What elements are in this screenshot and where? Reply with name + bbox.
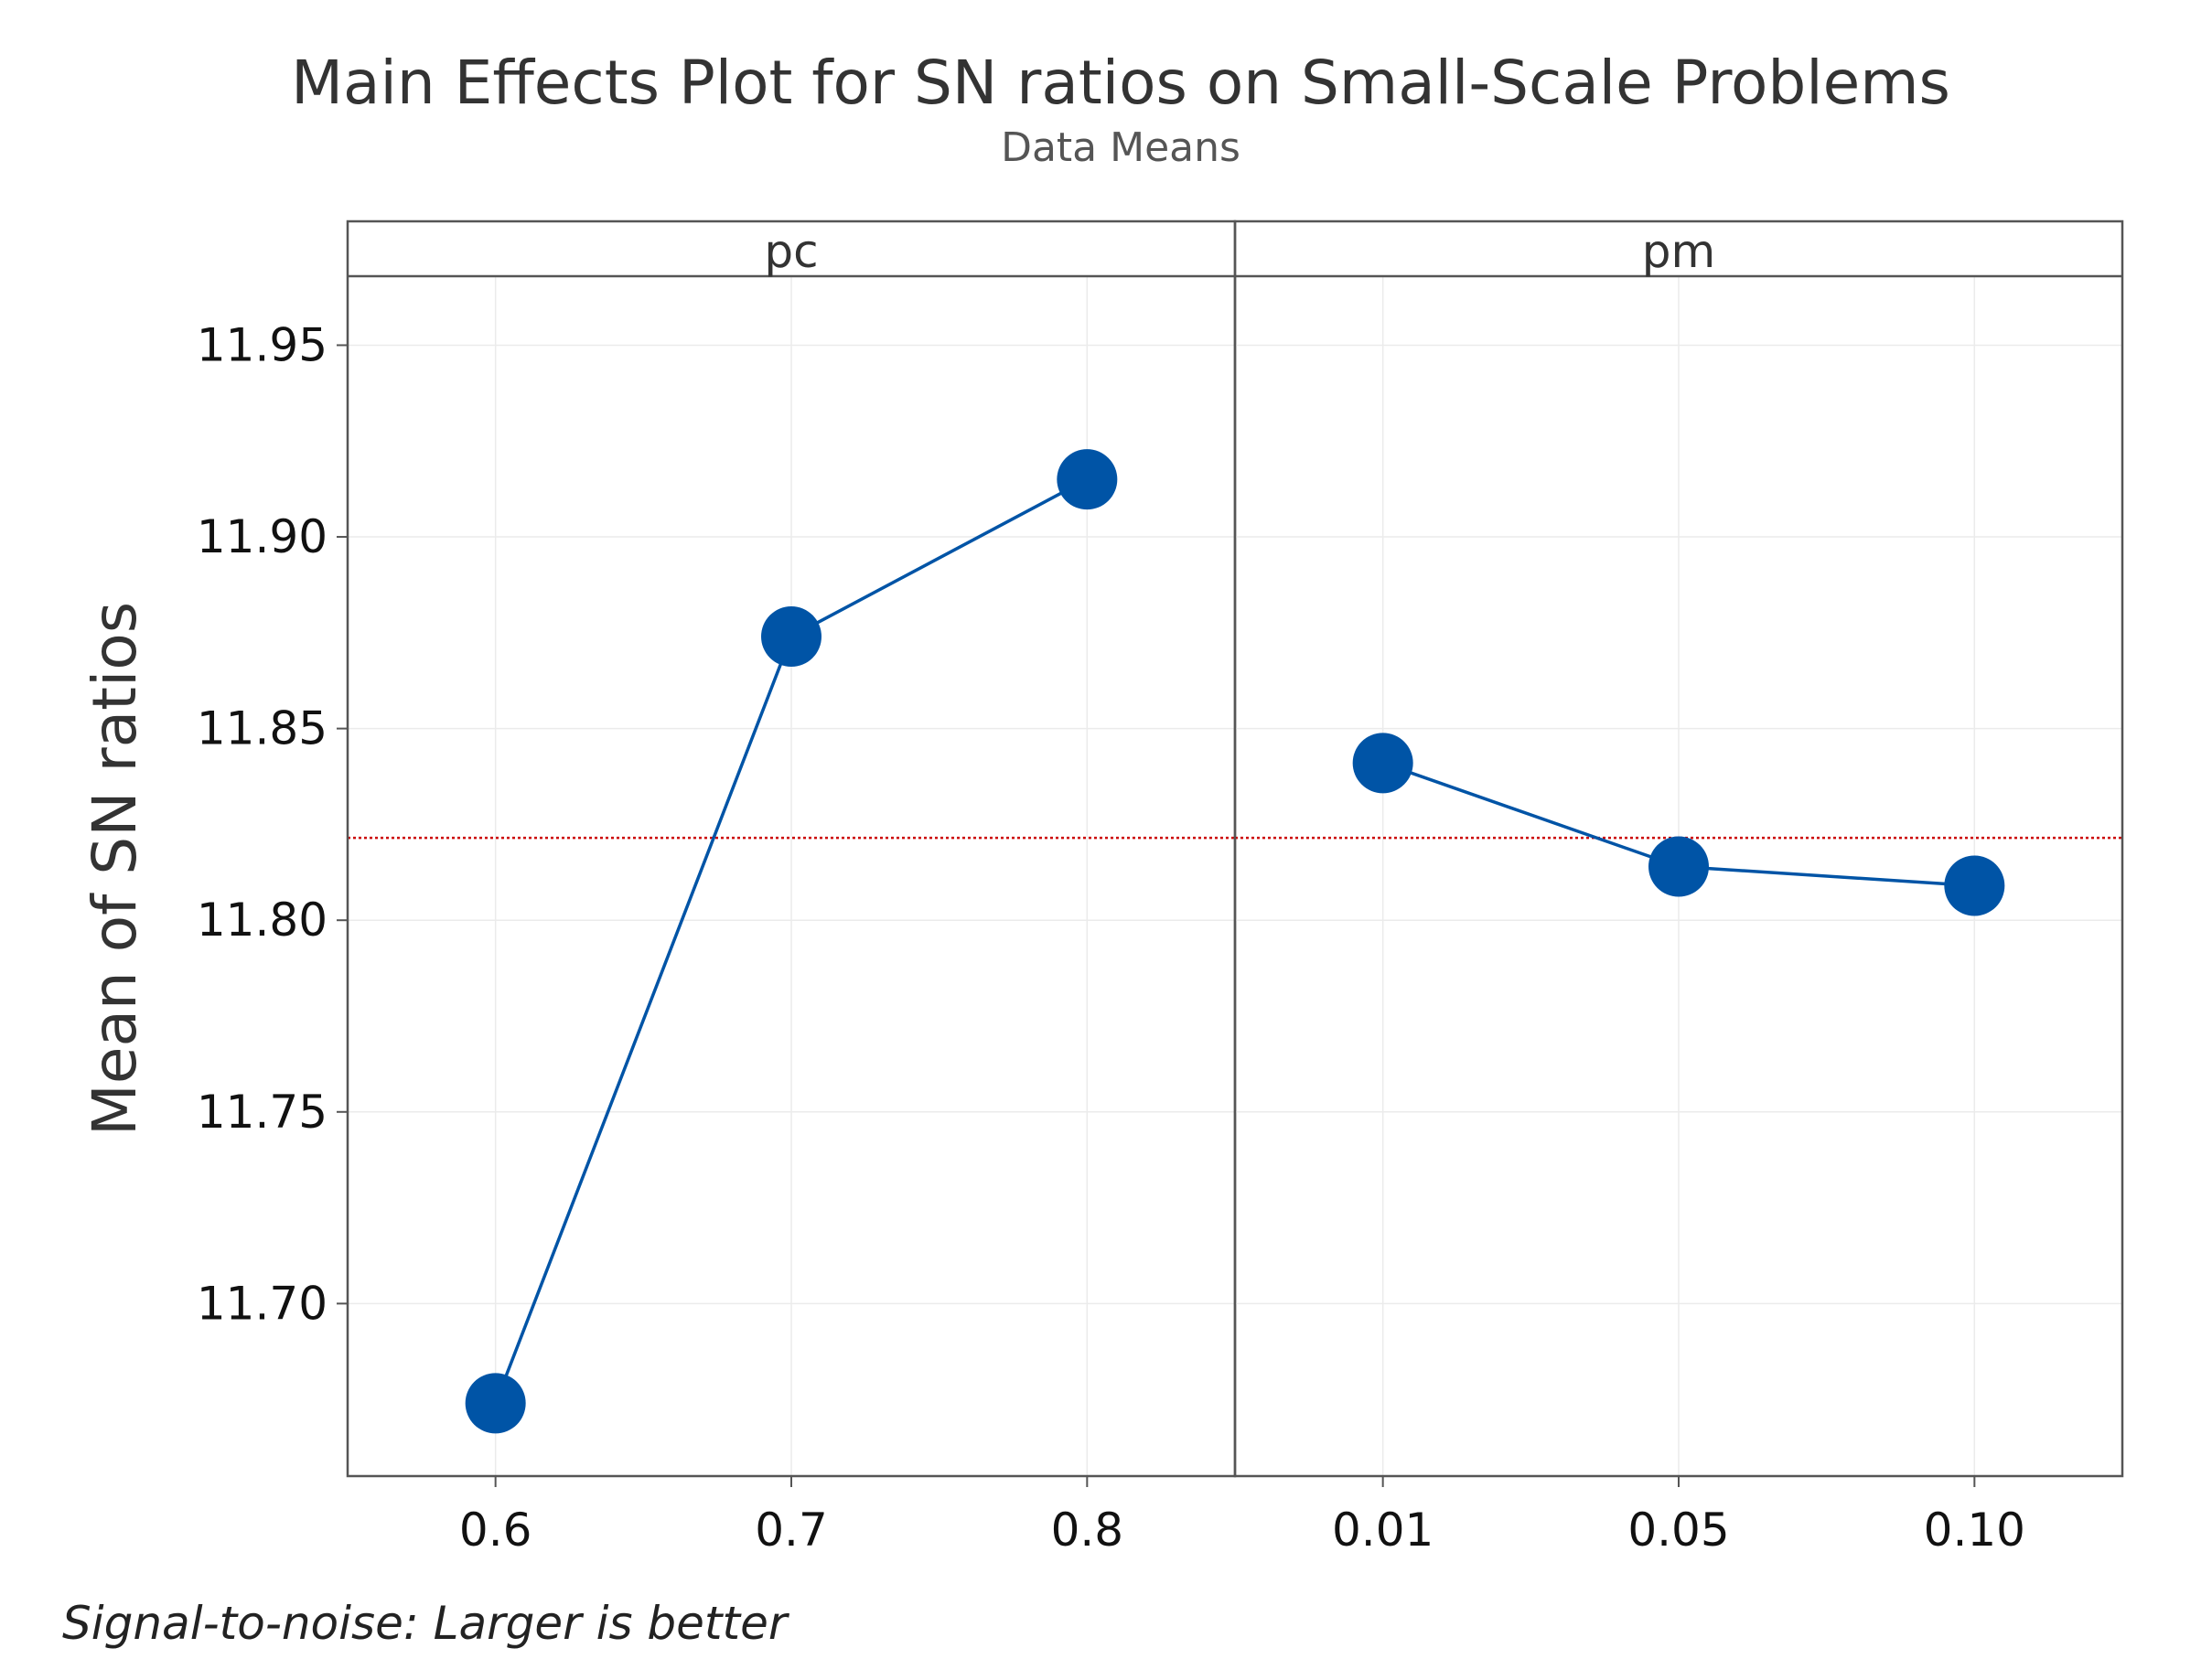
data-point-pc-0.7 bbox=[761, 606, 821, 668]
data-point-pm-0.05 bbox=[1648, 836, 1709, 897]
y-tick-label: 11.70 bbox=[197, 1277, 328, 1330]
data-point-pm-0.01 bbox=[1352, 733, 1413, 794]
y-tick-label: 11.80 bbox=[197, 894, 328, 947]
panel-strip-label-pc: pc bbox=[764, 225, 818, 278]
panel-strip-label-pm: pm bbox=[1642, 225, 1715, 278]
y-axis-title: Mean of SN ratios bbox=[80, 602, 150, 1136]
y-tick-label: 11.75 bbox=[197, 1086, 328, 1139]
y-tick-label: 11.95 bbox=[197, 318, 328, 371]
y-tick-label: 11.90 bbox=[197, 510, 328, 563]
chart-title: Main Effects Plot for SN ratios on Small… bbox=[291, 48, 1950, 118]
data-point-pm-0.10 bbox=[1944, 855, 2005, 916]
data-point-pc-0.6 bbox=[465, 1373, 526, 1434]
data-point-pc-0.8 bbox=[1057, 449, 1118, 510]
x-tick-label: 0.05 bbox=[1627, 1504, 1729, 1557]
footnote: Signal-to-noise: Larger is better bbox=[62, 1597, 790, 1650]
x-tick-label: 0.10 bbox=[1924, 1504, 2025, 1557]
y-tick-label: 11.85 bbox=[197, 702, 328, 755]
chart-subtitle: Data Means bbox=[1001, 124, 1240, 171]
plot-area: pc 0.6 0.7 0.8 pm 0.01 0.05 0.10 11.70 11.75 11.80… bbox=[197, 219, 2124, 1557]
x-tick-label: 0.01 bbox=[1332, 1504, 1434, 1557]
x-tick-label: 0.6 bbox=[459, 1504, 532, 1557]
x-tick-label: 0.8 bbox=[1051, 1504, 1124, 1557]
x-tick-label: 0.7 bbox=[755, 1504, 828, 1557]
